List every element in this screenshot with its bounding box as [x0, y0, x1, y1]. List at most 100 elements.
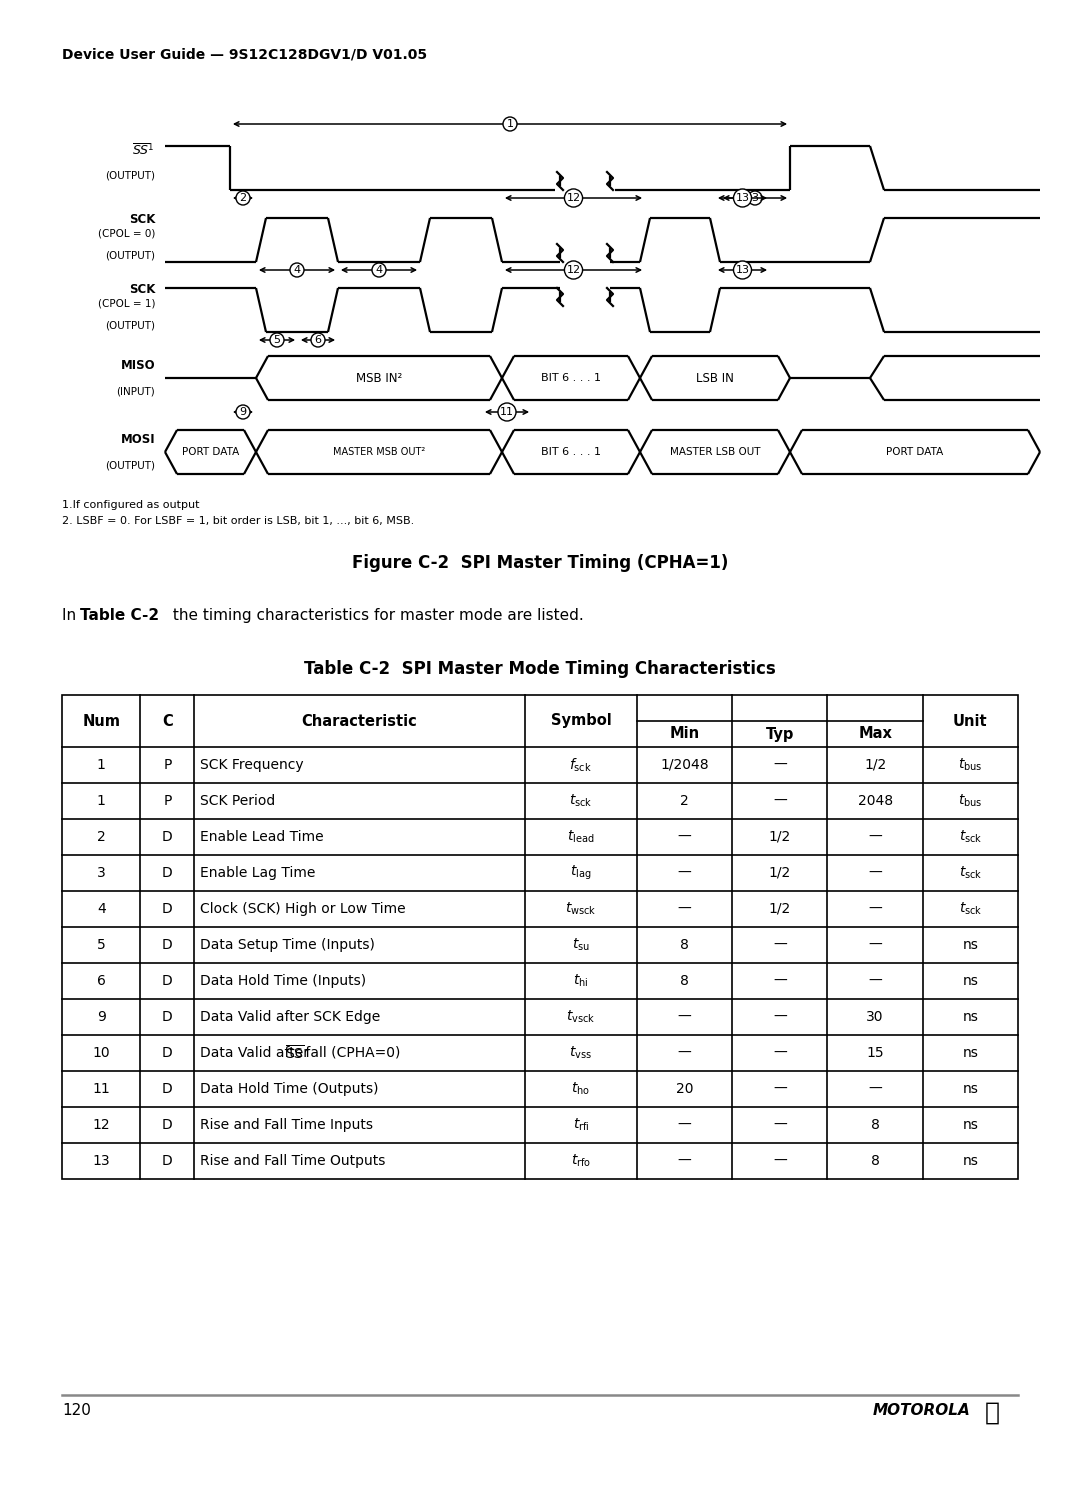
Text: PORT DATA: PORT DATA — [887, 447, 944, 457]
Text: MOTOROLA: MOTOROLA — [873, 1403, 970, 1418]
Text: $t_{\mathrm{sck}}$: $t_{\mathrm{sck}}$ — [959, 864, 982, 881]
Text: ns: ns — [962, 974, 978, 988]
Text: —: — — [773, 974, 786, 988]
Text: 2: 2 — [680, 794, 689, 808]
Text: (OUTPUT): (OUTPUT) — [105, 169, 156, 180]
Text: $f_{\mathrm{sck}}$: $f_{\mathrm{sck}}$ — [569, 756, 592, 774]
Text: ns: ns — [962, 1010, 978, 1025]
Text: $t_{\mathrm{hi}}$: $t_{\mathrm{hi}}$ — [573, 973, 589, 989]
Text: $\overline{SS}^1$: $\overline{SS}^1$ — [132, 143, 156, 157]
Text: SCK Period: SCK Period — [200, 794, 275, 808]
Text: —: — — [773, 1154, 786, 1169]
Text: 8: 8 — [870, 1118, 879, 1132]
Text: 8: 8 — [680, 939, 689, 952]
Text: —: — — [773, 939, 786, 952]
Text: Characteristic: Characteristic — [301, 713, 418, 729]
Text: 1/2: 1/2 — [864, 757, 887, 772]
Text: MASTER MSB OUT²: MASTER MSB OUT² — [333, 447, 426, 457]
Text: D: D — [162, 830, 173, 843]
Text: In: In — [62, 607, 81, 624]
Text: 1: 1 — [507, 119, 513, 129]
Text: 2: 2 — [240, 193, 246, 203]
Text: Enable Lag Time: Enable Lag Time — [200, 866, 315, 881]
Text: $t_{\mathrm{ho}}$: $t_{\mathrm{ho}}$ — [571, 1081, 591, 1097]
Text: Data Valid after SCK Edge: Data Valid after SCK Edge — [200, 1010, 380, 1025]
Text: 5: 5 — [97, 939, 106, 952]
Text: Device User Guide — 9S12C128DGV1/D V01.05: Device User Guide — 9S12C128DGV1/D V01.0… — [62, 48, 427, 62]
Text: D: D — [162, 1010, 173, 1025]
Text: ns: ns — [962, 1118, 978, 1132]
Text: Unit: Unit — [953, 713, 988, 729]
Text: P: P — [163, 757, 172, 772]
Text: $t_{\mathrm{vss}}$: $t_{\mathrm{vss}}$ — [569, 1045, 592, 1062]
Text: $t_{\mathrm{rfo}}$: $t_{\mathrm{rfo}}$ — [571, 1152, 591, 1169]
Text: ns: ns — [962, 939, 978, 952]
Text: —: — — [773, 757, 786, 772]
Text: D: D — [162, 1118, 173, 1132]
Text: 9: 9 — [97, 1010, 106, 1025]
Text: Num: Num — [82, 713, 120, 729]
Text: Typ: Typ — [766, 726, 794, 741]
Text: —: — — [678, 866, 691, 881]
Text: 2048: 2048 — [858, 794, 893, 808]
Text: LSB IN: LSB IN — [697, 371, 734, 385]
Text: —: — — [773, 1083, 786, 1096]
Text: Table C-2: Table C-2 — [80, 607, 159, 624]
Text: —: — — [678, 1045, 691, 1060]
Text: SCK: SCK — [129, 212, 156, 226]
Text: 3: 3 — [97, 866, 106, 881]
Text: (INPUT): (INPUT) — [117, 386, 156, 396]
Text: Figure C-2  SPI Master Timing (CPHA=1): Figure C-2 SPI Master Timing (CPHA=1) — [352, 554, 728, 572]
Text: 13: 13 — [93, 1154, 110, 1169]
Text: (OUTPUT): (OUTPUT) — [105, 460, 156, 469]
Text: —: — — [678, 901, 691, 916]
Text: $t_{\mathrm{sck}}$: $t_{\mathrm{sck}}$ — [569, 793, 593, 809]
Text: (CPOL = 1): (CPOL = 1) — [97, 298, 156, 307]
Text: Table C-2  SPI Master Mode Timing Characteristics: Table C-2 SPI Master Mode Timing Charact… — [305, 659, 775, 679]
Text: 6: 6 — [314, 336, 322, 345]
Text: —: — — [868, 974, 882, 988]
Text: —: — — [868, 939, 882, 952]
Text: —: — — [868, 1083, 882, 1096]
Text: C: C — [162, 713, 173, 729]
Text: MOSI: MOSI — [120, 434, 156, 445]
Text: —: — — [773, 1118, 786, 1132]
Text: (CPOL = 0): (CPOL = 0) — [97, 229, 156, 238]
Text: $t_{\mathrm{vsck}}$: $t_{\mathrm{vsck}}$ — [566, 1008, 595, 1025]
Text: —: — — [678, 1010, 691, 1025]
Text: 1/2: 1/2 — [769, 830, 791, 843]
Text: BIT 6 . . . 1: BIT 6 . . . 1 — [541, 373, 600, 383]
Text: D: D — [162, 939, 173, 952]
Text: Data Valid after: Data Valid after — [200, 1045, 313, 1060]
Text: the timing characteristics for master mode are listed.: the timing characteristics for master mo… — [168, 607, 584, 624]
Text: D: D — [162, 974, 173, 988]
Text: —: — — [678, 1118, 691, 1132]
Text: $t_{\mathrm{wsck}}$: $t_{\mathrm{wsck}}$ — [565, 901, 596, 918]
Text: Data Hold Time (Inputs): Data Hold Time (Inputs) — [200, 974, 366, 988]
Text: 5: 5 — [273, 336, 281, 345]
Text: $t_{\mathrm{lag}}$: $t_{\mathrm{lag}}$ — [570, 864, 592, 882]
Text: $\overline{\mathrm{SS}}$: $\overline{\mathrm{SS}}$ — [285, 1044, 305, 1062]
Text: Data Setup Time (Inputs): Data Setup Time (Inputs) — [200, 939, 375, 952]
Text: Min: Min — [670, 726, 700, 741]
Text: D: D — [162, 866, 173, 881]
Text: ns: ns — [962, 1154, 978, 1169]
Text: Data Hold Time (Outputs): Data Hold Time (Outputs) — [200, 1083, 379, 1096]
Text: 12: 12 — [566, 264, 581, 275]
Text: D: D — [162, 1083, 173, 1096]
Text: $t_{\mathrm{lead}}$: $t_{\mathrm{lead}}$ — [567, 829, 595, 845]
Text: 2: 2 — [97, 830, 106, 843]
Text: —: — — [678, 830, 691, 843]
Text: $t_{\mathrm{sck}}$: $t_{\mathrm{sck}}$ — [959, 829, 982, 845]
Text: D: D — [162, 1154, 173, 1169]
Text: MSB IN²: MSB IN² — [356, 371, 402, 385]
Text: 13: 13 — [735, 193, 750, 203]
Text: 30: 30 — [866, 1010, 883, 1025]
Text: (OUTPUT): (OUTPUT) — [105, 249, 156, 260]
Text: 4: 4 — [376, 264, 382, 275]
Text: Ⓜ: Ⓜ — [985, 1400, 1000, 1426]
Text: Rise and Fall Time Outputs: Rise and Fall Time Outputs — [200, 1154, 386, 1169]
Text: 13: 13 — [735, 264, 750, 275]
Text: MISO: MISO — [120, 359, 156, 373]
Text: 11: 11 — [500, 407, 514, 417]
